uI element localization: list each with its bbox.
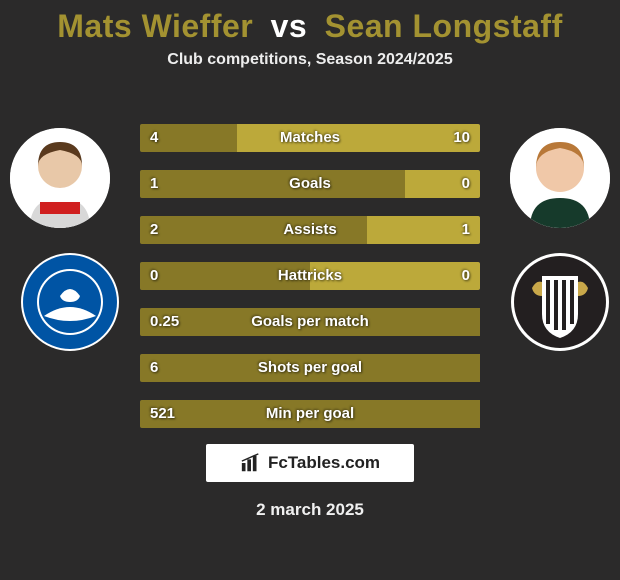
stat-label: Matches (140, 120, 480, 156)
crest-icon (510, 252, 610, 352)
title-player1: Mats Wieffer (57, 8, 253, 44)
stat-label: Shots per goal (140, 350, 480, 386)
player2-avatar (510, 128, 610, 228)
player2-club-crest (510, 252, 610, 352)
player1-club-crest (20, 252, 120, 352)
stat-row: 521Min per goal (140, 396, 480, 432)
stat-row: 410Matches (140, 120, 480, 156)
comparison-card: Mats Wieffer vs Sean Longstaff Club comp… (0, 0, 620, 580)
stat-label: Assists (140, 212, 480, 248)
avatar-placeholder-icon (510, 128, 610, 228)
stat-label: Min per goal (140, 396, 480, 432)
subtitle: Club competitions, Season 2024/2025 (0, 51, 620, 69)
date-label: 2 march 2025 (0, 500, 620, 520)
stat-label: Hattricks (140, 258, 480, 294)
fctables-logo: FcTables.com (206, 444, 414, 482)
stat-label: Goals per match (140, 304, 480, 340)
stat-row: 00Hattricks (140, 258, 480, 294)
stat-row: 10Goals (140, 166, 480, 202)
title-player2: Sean Longstaff (325, 8, 563, 44)
stat-row: 6Shots per goal (140, 350, 480, 386)
logo-text: FcTables.com (268, 453, 380, 473)
comparison-chart: 410Matches 10Goals 21Assists 00Hattricks 0.2… (140, 120, 480, 432)
stat-row: 0.25Goals per match (140, 304, 480, 340)
player1-avatar (10, 128, 110, 228)
title-vs: vs (271, 8, 308, 44)
page-title: Mats Wieffer vs Sean Longstaff (0, 0, 620, 45)
crest-icon (20, 252, 120, 352)
bars-icon (240, 452, 262, 474)
stat-row: 21Assists (140, 212, 480, 248)
stat-label: Goals (140, 166, 480, 202)
avatar-placeholder-icon (10, 128, 110, 228)
